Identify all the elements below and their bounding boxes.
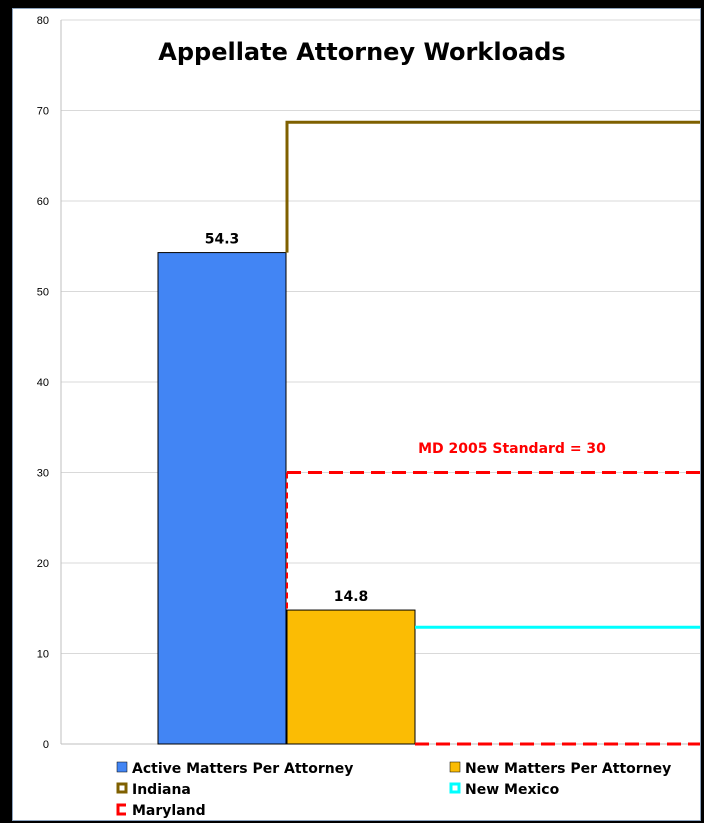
annotation-md-standard: MD 2005 Standard = 30 xyxy=(418,441,606,457)
bar-new-matters xyxy=(286,609,416,745)
legend-swatch-new-matters-per-attorney xyxy=(449,761,461,773)
y-tick-label-10: 10 xyxy=(37,649,49,661)
legend-label-maryland: Maryland xyxy=(132,803,206,819)
data-labels: 54.3 14.8 xyxy=(205,232,369,605)
y-tick-label-30: 30 xyxy=(37,468,49,480)
y-tick-label-50: 50 xyxy=(37,287,49,299)
legend-label-new-mexico: New Mexico xyxy=(465,782,560,798)
y-tick-label-40: 40 xyxy=(37,377,49,389)
y-tick-label-70: 70 xyxy=(37,106,49,118)
chart-title: Appellate Attorney Workloads xyxy=(158,38,565,66)
y-tick-label-0: 0 xyxy=(43,739,49,751)
legend-label-new-matters-per-attorney: New Matters Per Attorney xyxy=(465,761,671,777)
reference-line-indiana xyxy=(285,120,700,253)
y-tick-label-60: 60 xyxy=(37,196,49,208)
legend-swatch-maryland xyxy=(116,803,126,816)
legend-swatch-new-mexico xyxy=(449,782,461,794)
legend-swatch-active-matters-per-attorney xyxy=(116,761,128,773)
y-tick-labels: 0 10 20 30 40 50 60 70 80 xyxy=(37,15,49,751)
legend-label-active-matters-per-attorney: Active Matters Per Attorney xyxy=(132,761,353,777)
reference-lines xyxy=(285,120,700,746)
y-tick-label-80: 80 xyxy=(37,15,49,27)
bars xyxy=(157,252,416,745)
data-label-active-matters: 54.3 xyxy=(205,232,240,248)
legend-label-indiana: Indiana xyxy=(132,782,191,798)
legend-swatch-indiana xyxy=(116,782,128,794)
data-label-new-matters: 14.8 xyxy=(334,589,369,605)
bar-active-matters xyxy=(157,252,287,745)
legend: Active Matters Per Attorney New Matters P… xyxy=(116,761,671,819)
y-tick-label-20: 20 xyxy=(37,558,49,570)
